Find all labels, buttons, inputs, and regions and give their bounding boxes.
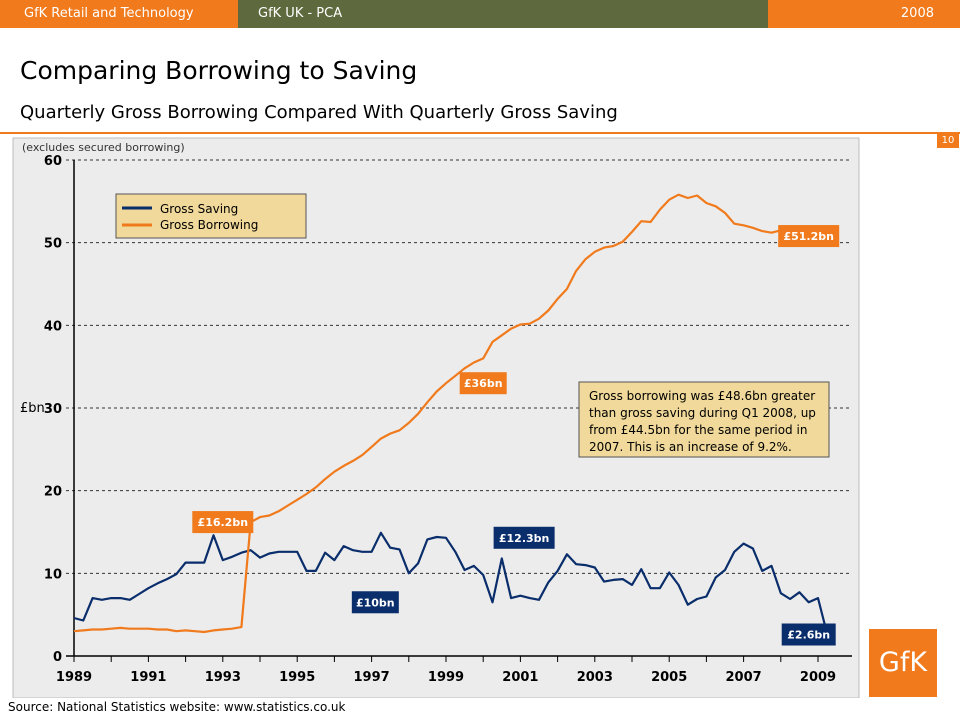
data-label-text: £51.2bn xyxy=(783,230,834,243)
data-label: £2.6bn xyxy=(781,623,836,646)
banner-report: GfK UK - PCA xyxy=(238,0,768,28)
data-label-text: £2.6bn xyxy=(787,629,830,642)
page-number: 10 xyxy=(937,133,959,148)
gfk-logo: GfK xyxy=(869,629,937,697)
line-chart: (excludes secured borrowing) 0 10 20 30 40 50… xyxy=(12,137,860,698)
data-label-box xyxy=(778,225,840,248)
x-tick-label: 1995 xyxy=(279,670,315,685)
data-label: £12.3bn xyxy=(493,526,555,549)
top-banner: GfK Retail and Technology GfK UK - PCA 2… xyxy=(0,0,960,28)
annotation-box: Gross borrowing was £48.6bn greater than … xyxy=(578,381,830,458)
chart-note: (excludes secured borrowing) xyxy=(22,141,185,154)
x-tick-label: 2009 xyxy=(800,670,836,685)
data-label-box xyxy=(781,623,836,646)
data-label-box xyxy=(459,372,507,395)
data-label: £16.2bn xyxy=(192,511,254,534)
data-label: £10bn xyxy=(351,591,399,614)
legend: Gross Saving Gross Borrowing xyxy=(115,193,307,239)
annotation-background xyxy=(578,381,830,458)
x-tick-label: 2005 xyxy=(651,670,687,685)
banner-company: GfK Retail and Technology xyxy=(0,0,238,28)
series-line-gross-saving xyxy=(73,531,829,635)
annotation-line: than gross saving during Q1 2008, up xyxy=(589,406,816,420)
data-label-text: £12.3bn xyxy=(499,532,550,545)
legend-label-saving: Gross Saving xyxy=(160,202,238,216)
data-label: £36bn xyxy=(459,372,507,395)
legend-box xyxy=(115,193,307,239)
data-label: £51.2bn xyxy=(778,225,840,248)
source-note: Source: National Statistics website: www… xyxy=(8,700,346,714)
data-label-text: £16.2bn xyxy=(198,516,249,529)
y-tick-label: 30 xyxy=(44,402,62,417)
y-tick-label: 20 xyxy=(44,485,62,500)
slide-subtitle: Quarterly Gross Borrowing Compared With … xyxy=(20,102,618,123)
data-label-box xyxy=(351,591,399,614)
x-tick-label: 1993 xyxy=(205,670,241,685)
annotation-text: Gross borrowing was £48.6bn greater than … xyxy=(589,389,816,454)
y-axis-label: £bn xyxy=(20,401,45,416)
y-tick-label: 40 xyxy=(44,319,62,334)
y-tick-label: 50 xyxy=(44,237,62,252)
data-label-box xyxy=(493,526,555,549)
annotation-line: Gross borrowing was £48.6bn greater xyxy=(589,389,815,403)
y-tick-label: 0 xyxy=(53,650,62,665)
x-tick-label: 1997 xyxy=(354,670,390,685)
x-tick-label: 1991 xyxy=(130,670,166,685)
banner-year: 2008 xyxy=(768,0,960,28)
title-divider xyxy=(0,132,960,134)
data-label-text: £36bn xyxy=(464,377,503,390)
x-tick-label: 2007 xyxy=(726,670,762,685)
data-label-text: £10bn xyxy=(356,596,395,609)
annotation-line: 2007. This is an increase of 9.2%. xyxy=(589,440,792,454)
annotation-line: from £44.5bn for the same period in xyxy=(589,423,807,437)
x-tick-label: 1999 xyxy=(428,670,464,685)
y-tick-label: 60 xyxy=(44,154,62,169)
series-line-gross-borrowing xyxy=(73,193,809,634)
slide-title: Comparing Borrowing to Saving xyxy=(20,56,418,85)
x-tick-label: 2003 xyxy=(577,670,613,685)
y-tick-label: 10 xyxy=(44,567,62,582)
x-tick-label: 2001 xyxy=(502,670,538,685)
x-tick-label: 1989 xyxy=(56,670,92,685)
legend-label-borrowing: Gross Borrowing xyxy=(160,218,258,232)
data-label-box xyxy=(192,511,254,534)
